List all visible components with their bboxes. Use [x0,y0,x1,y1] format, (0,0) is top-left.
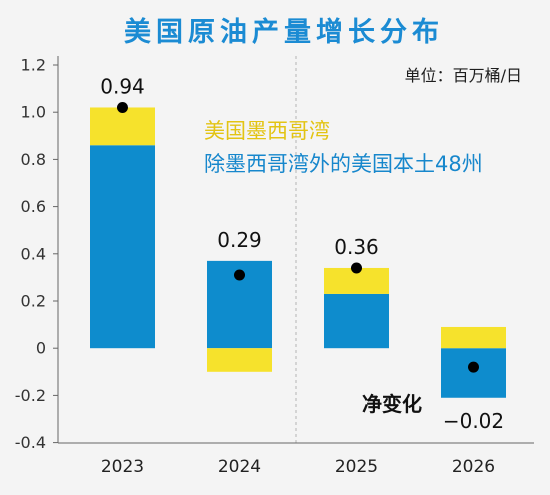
y-tick-label: 0.4 [21,244,46,263]
bar-segment-lower-48-2026 [441,348,506,398]
legend: 美国墨西哥湾 除墨西哥湾外的美国本土48州 [204,119,483,176]
x-tick-label: 2026 [452,457,495,477]
net-change-label: 0.36 [334,235,379,259]
y-axis-ticks: 1.2 1.0 0.8 0.6 0.4 0.2 0 -0.2 -0.4 [15,56,58,452]
y-tick-label: -0.4 [15,433,46,452]
net-change-marker [351,262,362,274]
x-tick-label: 2025 [335,457,378,477]
y-tick-label: 0.2 [21,292,46,311]
net-change-label: −0.02 [443,409,504,433]
bar-segment-lower-48-2023 [90,145,155,349]
legend-item-gulf-of-mexico: 美国墨西哥湾 [204,119,330,143]
chart-title: 美国原油产量增长分布 [124,16,444,48]
y-tick-label: -0.2 [15,386,46,405]
y-tick-label: 0 [36,339,46,358]
net-change-marker [468,361,479,373]
y-tick-label: 0.8 [21,150,46,169]
bars [90,107,506,398]
legend-item-lower-48: 除墨西哥湾外的美国本土48州 [204,152,483,176]
net-change-label: 0.29 [217,228,262,252]
net-change-labels: 0.94 0.29 0.36 −0.02 [100,74,504,432]
x-tick-label: 2023 [101,457,144,477]
unit-label: 单位：百万桶/日 [405,66,522,85]
y-tick-label: 0.6 [21,197,46,216]
y-tick-label: 1.2 [21,56,46,75]
bar-segment-gulf-of-mexico-2026 [441,326,506,349]
bar-segment-lower-48-2025 [324,293,389,349]
bar-segment-gulf-of-mexico-2024 [207,348,272,372]
net-change-markers [117,101,479,373]
net-change-label: 0.94 [100,74,145,98]
net-change-marker [234,269,245,281]
net-change-marker [117,101,128,113]
x-axis-ticks: 2023 2024 2025 2026 [101,457,495,477]
bar-segment-gulf-of-mexico-2023 [90,107,155,146]
y-tick-label: 1.0 [21,103,46,122]
x-tick-label: 2024 [218,457,261,477]
net-change-annotation: 净变化 [362,392,422,416]
